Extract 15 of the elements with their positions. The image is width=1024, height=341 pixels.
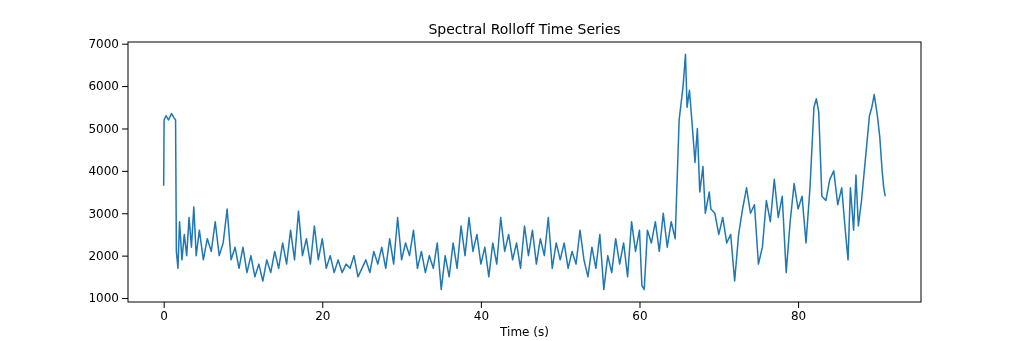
y-tick-label: 7000 xyxy=(88,37,119,52)
y-tick-label: 6000 xyxy=(88,79,119,94)
y-tick-label: 5000 xyxy=(88,121,119,136)
line-series xyxy=(162,53,887,291)
y-tick-label: 3000 xyxy=(88,206,119,221)
x-tick-label: 40 xyxy=(473,308,490,323)
x-tick-label: 80 xyxy=(790,308,807,323)
x-tick-label: 20 xyxy=(315,308,331,323)
y-tick-label: 2000 xyxy=(88,248,119,263)
y-tick-label: 1000 xyxy=(88,291,119,306)
y-tick-label: 4000 xyxy=(88,164,119,179)
x-tick-label: 0 xyxy=(160,308,169,323)
x-tick-label: 60 xyxy=(632,308,648,323)
x-axis-title: Time (s) xyxy=(499,325,549,339)
chart-title: Spectral Rolloff Time Series xyxy=(428,21,621,37)
